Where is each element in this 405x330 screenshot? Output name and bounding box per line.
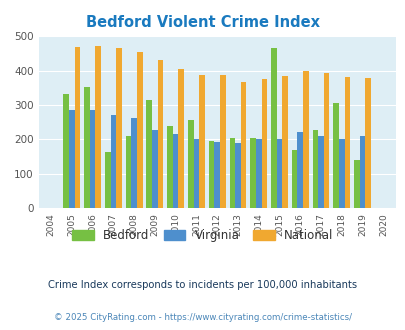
- Bar: [281, 76, 287, 208]
- Bar: [312, 130, 318, 208]
- Bar: [146, 100, 152, 208]
- Bar: [116, 48, 121, 208]
- Text: © 2025 CityRating.com - https://www.cityrating.com/crime-statistics/: © 2025 CityRating.com - https://www.city…: [54, 313, 351, 322]
- Bar: [333, 103, 338, 208]
- Bar: [152, 130, 157, 208]
- Bar: [69, 111, 75, 208]
- Bar: [126, 136, 131, 208]
- Bar: [214, 142, 220, 208]
- Bar: [359, 136, 364, 208]
- Bar: [276, 139, 281, 208]
- Bar: [323, 73, 329, 208]
- Bar: [104, 152, 110, 208]
- Bar: [364, 78, 370, 208]
- Bar: [271, 48, 276, 208]
- Bar: [208, 141, 214, 208]
- Bar: [199, 75, 205, 208]
- Bar: [63, 94, 69, 208]
- Bar: [297, 132, 303, 208]
- Bar: [90, 111, 95, 208]
- Bar: [95, 46, 101, 208]
- Bar: [255, 139, 261, 208]
- Bar: [344, 78, 350, 208]
- Bar: [173, 134, 178, 208]
- Bar: [110, 115, 116, 208]
- Bar: [75, 47, 80, 208]
- Bar: [188, 120, 193, 208]
- Bar: [131, 118, 136, 208]
- Text: Bedford Violent Crime Index: Bedford Violent Crime Index: [86, 15, 319, 30]
- Bar: [240, 82, 246, 208]
- Bar: [84, 87, 90, 208]
- Bar: [250, 138, 255, 208]
- Bar: [291, 150, 297, 208]
- Bar: [157, 60, 163, 208]
- Bar: [338, 139, 344, 208]
- Bar: [193, 139, 199, 208]
- Bar: [136, 52, 142, 208]
- Bar: [353, 160, 359, 208]
- Bar: [167, 126, 173, 208]
- Bar: [261, 79, 266, 208]
- Legend: Bedford, Virginia, National: Bedford, Virginia, National: [68, 224, 337, 247]
- Bar: [318, 136, 323, 208]
- Bar: [220, 75, 225, 208]
- Bar: [178, 69, 183, 208]
- Bar: [229, 138, 234, 208]
- Text: Crime Index corresponds to incidents per 100,000 inhabitants: Crime Index corresponds to incidents per…: [48, 280, 357, 290]
- Bar: [234, 143, 240, 208]
- Bar: [303, 71, 308, 208]
